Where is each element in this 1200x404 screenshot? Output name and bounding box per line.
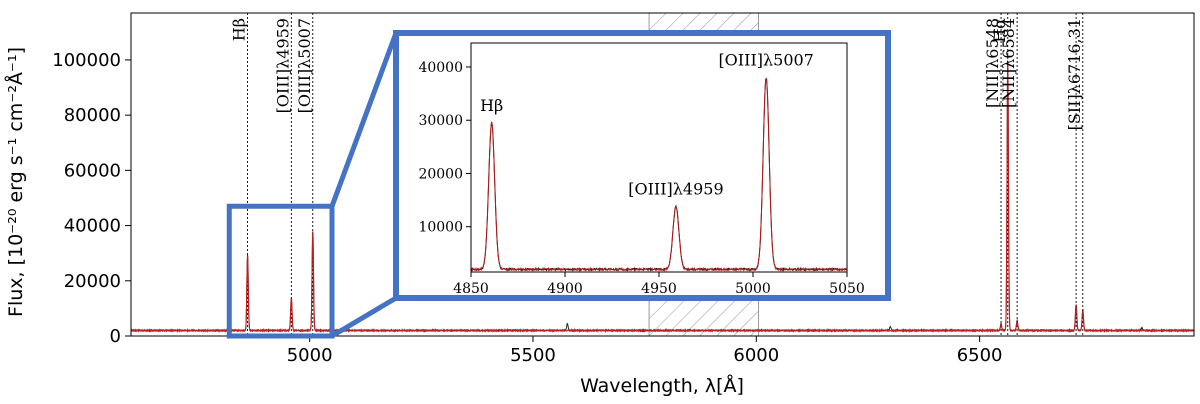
emission-line-label: [NII]λ6584 <box>999 18 1018 108</box>
emission-line-label: [SII]λ6716,31 <box>1065 18 1084 130</box>
x-axis-title: Wavelength, λ[Å] <box>580 374 744 397</box>
emission-line-label: Hα <box>990 18 1009 43</box>
zoom-connector <box>329 32 399 208</box>
y-tick-label: 20000 <box>64 271 121 292</box>
plot-frame <box>130 12 1195 337</box>
y-axis-title: Flux, [10⁻²⁰ erg s⁻¹ cm⁻²Å⁻¹] <box>4 47 27 317</box>
zoom-box <box>226 203 335 339</box>
inset-peak-label: [OIII]λ5007 <box>718 51 813 70</box>
inset-x-tick-label: 4850 <box>453 281 489 297</box>
zoom-connector <box>330 295 398 339</box>
x-tick-label: 5000 <box>287 345 333 366</box>
zoom-indicator <box>226 32 399 339</box>
inset-peak-label: Hβ <box>480 96 503 115</box>
y-tick-label: 100000 <box>52 50 121 71</box>
x-tick-label: 5500 <box>510 345 556 366</box>
inset-panel: 4850 4900 4950 5000 5050 10000 20000 30000 4000… <box>393 30 891 301</box>
inset-background <box>396 33 888 298</box>
x-tick-label: 6500 <box>957 345 1003 366</box>
y-tick-label: 80000 <box>64 105 121 126</box>
inset-x-tick-label: 4900 <box>547 281 583 297</box>
y-tick-label: 60000 <box>64 160 121 181</box>
y-tick-label: 40000 <box>64 216 121 237</box>
inset-y-tick-label: 40000 <box>418 60 463 76</box>
emission-line-label: [OIII]λ4959 <box>273 18 292 113</box>
emission-line-label: Hβ <box>230 18 249 41</box>
inset-border <box>393 30 891 301</box>
emission-line-label: [OIII]λ5007 <box>295 18 314 113</box>
inset-y-tick-label: 30000 <box>418 113 463 129</box>
emission-line-label: [NII]λ6548 <box>983 18 1002 108</box>
y-tick-label: 0 <box>110 326 121 347</box>
inset-x-tick-label: 5050 <box>829 281 865 297</box>
x-tick-label: 6000 <box>733 345 779 366</box>
inset-y-tick-label: 20000 <box>418 166 463 182</box>
inset-peak-label: [OIII]λ4959 <box>628 179 723 198</box>
inset-x-tick-label: 4950 <box>641 281 677 297</box>
inset-y-tick-label: 10000 <box>418 220 463 236</box>
inset-x-tick-label: 5000 <box>735 281 771 297</box>
model-fit-line <box>131 62 1194 334</box>
inset-model-line <box>471 78 847 272</box>
